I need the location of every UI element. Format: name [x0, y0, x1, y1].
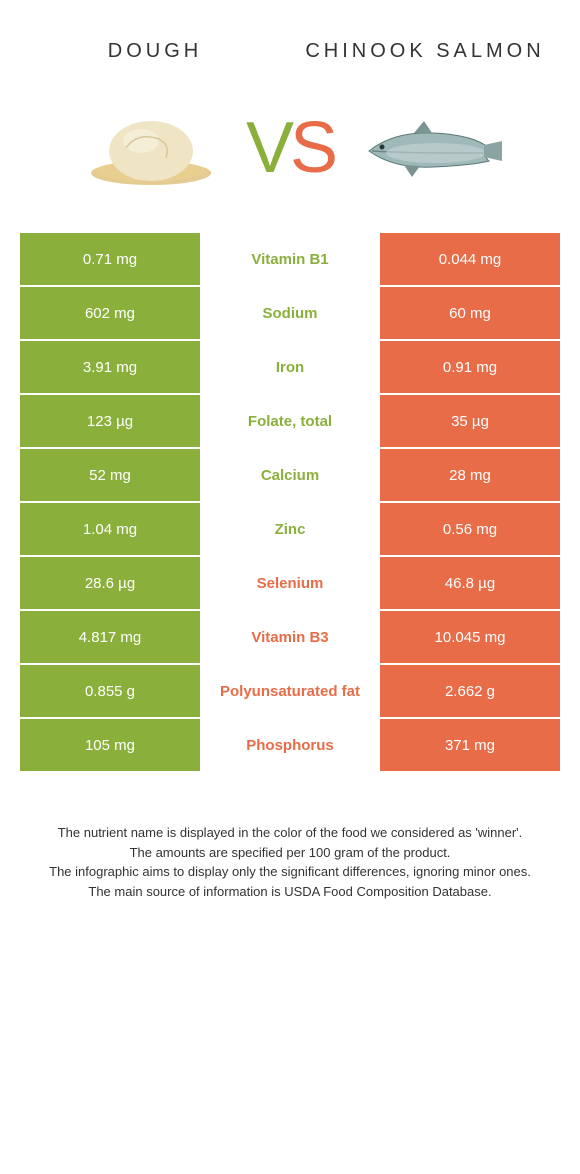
left-value: 52 mg — [20, 449, 200, 501]
right-food-title: Chinook Salmon — [290, 40, 560, 63]
footnote-line: The nutrient name is displayed in the co… — [40, 823, 540, 843]
right-value: 0.044 mg — [380, 233, 560, 285]
left-value: 3.91 mg — [20, 341, 200, 393]
table-row: 0.71 mgVitamin B10.044 mg — [20, 233, 560, 285]
left-value: 123 µg — [20, 395, 200, 447]
right-value: 371 mg — [380, 719, 560, 771]
right-value: 0.56 mg — [380, 503, 560, 555]
nutrient-label: Sodium — [200, 287, 380, 339]
table-row: 52 mgCalcium28 mg — [20, 449, 560, 501]
left-value: 0.71 mg — [20, 233, 200, 285]
table-row: 602 mgSodium60 mg — [20, 287, 560, 339]
nutrient-label: Vitamin B3 — [200, 611, 380, 663]
table-row: 3.91 mgIron0.91 mg — [20, 341, 560, 393]
images-row: VS — [0, 93, 580, 233]
right-value: 46.8 µg — [380, 557, 560, 609]
right-value: 0.91 mg — [380, 341, 560, 393]
dough-image — [76, 103, 226, 193]
nutrient-label: Phosphorus — [200, 719, 380, 771]
nutrient-label: Iron — [200, 341, 380, 393]
right-value: 35 µg — [380, 395, 560, 447]
left-value: 28.6 µg — [20, 557, 200, 609]
right-value: 10.045 mg — [380, 611, 560, 663]
footnotes: The nutrient name is displayed in the co… — [0, 773, 580, 901]
salmon-image — [354, 103, 504, 193]
footnote-line: The infographic aims to display only the… — [40, 862, 540, 882]
left-value: 0.855 g — [20, 665, 200, 717]
left-value: 4.817 mg — [20, 611, 200, 663]
table-row: 105 mgPhosphorus371 mg — [20, 719, 560, 771]
table-row: 0.855 gPolyunsaturated fat2.662 g — [20, 665, 560, 717]
nutrient-label: Vitamin B1 — [200, 233, 380, 285]
table-row: 28.6 µgSelenium46.8 µg — [20, 557, 560, 609]
nutrient-label: Polyunsaturated fat — [200, 665, 380, 717]
right-value: 28 mg — [380, 449, 560, 501]
vs-s: S — [290, 108, 334, 188]
table-row: 4.817 mgVitamin B310.045 mg — [20, 611, 560, 663]
comparison-table: 0.71 mgVitamin B10.044 mg602 mgSodium60 … — [0, 233, 580, 771]
left-food-title: Dough — [20, 40, 290, 63]
nutrient-label: Calcium — [200, 449, 380, 501]
header: Dough Chinook Salmon — [0, 0, 580, 93]
left-value: 1.04 mg — [20, 503, 200, 555]
vs-label: VS — [246, 112, 334, 184]
footnote-line: The main source of information is USDA F… — [40, 882, 540, 902]
table-row: 123 µgFolate, total35 µg — [20, 395, 560, 447]
right-value: 60 mg — [380, 287, 560, 339]
table-row: 1.04 mgZinc0.56 mg — [20, 503, 560, 555]
nutrient-label: Folate, total — [200, 395, 380, 447]
left-value: 602 mg — [20, 287, 200, 339]
vs-v: V — [246, 108, 290, 188]
left-value: 105 mg — [20, 719, 200, 771]
right-value: 2.662 g — [380, 665, 560, 717]
nutrient-label: Zinc — [200, 503, 380, 555]
footnote-line: The amounts are specified per 100 gram o… — [40, 843, 540, 863]
nutrient-label: Selenium — [200, 557, 380, 609]
